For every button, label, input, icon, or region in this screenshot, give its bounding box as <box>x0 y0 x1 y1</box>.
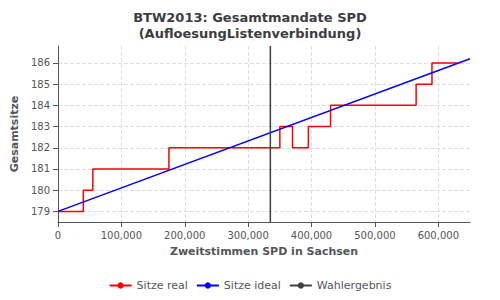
svg-text:184: 184 <box>31 100 50 111</box>
svg-text:0: 0 <box>55 230 61 241</box>
svg-text:Sitze real: Sitze real <box>137 279 188 292</box>
svg-text:Gesamtsitze: Gesamtsitze <box>8 96 21 173</box>
svg-text:400,000: 400,000 <box>291 230 332 241</box>
svg-text:Zweitstimmen SPD in Sachsen: Zweitstimmen SPD in Sachsen <box>170 245 358 258</box>
svg-text:182: 182 <box>31 142 50 153</box>
svg-text:181: 181 <box>31 163 50 174</box>
svg-text:100,000: 100,000 <box>101 230 142 241</box>
svg-text:186: 186 <box>31 57 50 68</box>
svg-text:500,000: 500,000 <box>354 230 395 241</box>
svg-text:179: 179 <box>31 206 50 217</box>
svg-text:BTW2013: Gesamtmandate SPD: BTW2013: Gesamtmandate SPD <box>133 10 367 25</box>
svg-text:600,000: 600,000 <box>418 230 459 241</box>
svg-text:Wahlergebnis: Wahlergebnis <box>317 279 392 292</box>
svg-text:180: 180 <box>31 185 50 196</box>
svg-text:200,000: 200,000 <box>164 230 205 241</box>
svg-text:183: 183 <box>31 121 50 132</box>
svg-text:185: 185 <box>31 79 50 90</box>
svg-text:Sitze ideal: Sitze ideal <box>224 279 281 292</box>
svg-text:(AufloesungListenverbindung): (AufloesungListenverbindung) <box>139 26 362 41</box>
svg-text:300,000: 300,000 <box>227 230 268 241</box>
